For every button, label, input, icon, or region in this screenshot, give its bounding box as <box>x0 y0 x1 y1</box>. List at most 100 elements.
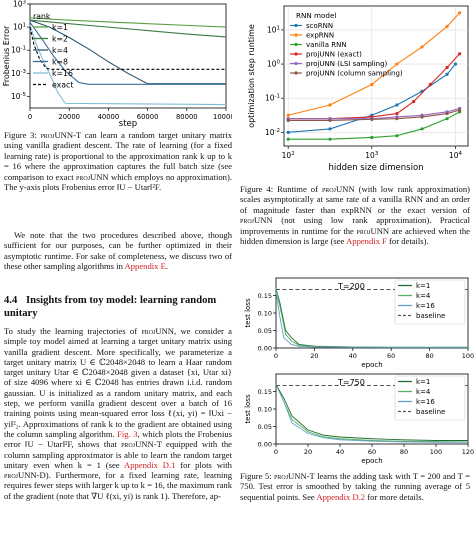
fig4-xtick-label: 103 <box>365 151 379 160</box>
fig5-ytick-label: 0.15 <box>258 388 272 396</box>
fig5-legend-label: k=4 <box>416 388 431 396</box>
fig5-legend-label: baseline <box>416 408 445 416</box>
fig4-series-vanilla RNN <box>288 111 460 140</box>
fig4-point <box>395 117 399 121</box>
para2-t2: , we consider a simple toy model aimed a… <box>4 326 232 439</box>
fig3-legend-label: k=2 <box>52 35 68 44</box>
fig4-point <box>370 117 374 121</box>
fig4-point <box>420 45 424 49</box>
paragraph-toy-model: To study the learning trajectories of pr… <box>4 326 232 501</box>
fig4-caption-text: (with low rank approximation) scales asy… <box>240 184 470 215</box>
fig5-ytick-label: 0.10 <box>258 310 272 318</box>
fig3-xtick-label: 0 <box>28 113 32 121</box>
figure-3-chart: 103 101 10-1 10-3 10-5 0 20000 40000 60000 80000… <box>2 0 232 128</box>
fig5-legend-box <box>394 375 466 421</box>
appendix-d2-link[interactable]: Appendix D.2 <box>316 491 366 502</box>
fig5-xlabel: epoch <box>361 457 382 465</box>
fig5-legend-label: k=4 <box>416 292 431 300</box>
fig4-point <box>328 103 332 107</box>
fig5-xtick-label: 60 <box>387 352 395 360</box>
fig4-legend-label: projUNN (column sampling) <box>306 70 403 78</box>
fig3-ytick-label: 101 <box>13 23 26 32</box>
fig4-ylabel: optimization step runtime <box>247 24 256 128</box>
appendix-e-link[interactable]: Appendix E <box>124 260 166 271</box>
para2-sc2: projUNN <box>121 439 154 450</box>
fig4-plot-area <box>283 5 469 147</box>
fig3-series-exact <box>29 26 226 70</box>
fig5-ytick-label: 0.05 <box>258 327 272 335</box>
fig4-point <box>420 115 424 119</box>
para2-t5: for plots with <box>175 459 232 470</box>
fig4-point <box>395 111 399 116</box>
fig4-point <box>445 24 449 29</box>
fig5-series-k=16 <box>275 291 468 348</box>
fig5-caption-sc: projUNN <box>274 471 307 481</box>
fig4-point <box>328 118 332 122</box>
para2-t4: -T equipped with the column sampling app… <box>4 439 232 470</box>
fig4-point <box>328 127 332 131</box>
paragraph-sampling: We note that the two procedures describe… <box>4 230 232 271</box>
fig5-xtick-label: 0 <box>274 448 278 456</box>
para2-t1: To study the learning trajectories of <box>4 326 142 336</box>
appendix-f-link[interactable]: Appendix F <box>346 236 387 247</box>
fig5-series-k=16 <box>275 384 468 443</box>
fig4-point <box>445 65 449 70</box>
para2-t3: , which plots the Frobenius error ‖U − U… <box>4 428 233 450</box>
fig3-xtick-label: 20000 <box>58 113 80 121</box>
section-heading: 4.4 Insights from toy model: learning ran… <box>4 295 232 320</box>
fig5-ytick-label: 0.00 <box>258 345 272 353</box>
para2-sc: projUNN <box>141 326 174 336</box>
fig4-caption-sc3: projUNN <box>356 225 390 236</box>
fig4-caption-text3: are achieved when the hidden dimension i… <box>240 225 470 247</box>
fig4-legend-label: projUNN (exact) <box>306 51 362 59</box>
fig4-point <box>286 137 290 141</box>
fig5-legend-label: k=16 <box>416 398 435 406</box>
fig4-point <box>286 113 290 117</box>
fig5-legend-label: baseline <box>416 312 445 320</box>
fig4-point <box>395 103 399 107</box>
fig3-ylabel: Frobenius Error <box>2 25 11 86</box>
fig4-xlabel: hidden size dimension <box>328 163 423 173</box>
fig4-point <box>395 134 399 138</box>
fig3-caption-sc2: projUNN <box>76 171 109 182</box>
fig3-legend-label: k=4 <box>52 46 68 55</box>
fig4-ytick-label: 10-2 <box>265 128 280 137</box>
appendix-d1-link[interactable]: Appendix D.1 <box>123 459 176 470</box>
figure-4-chart: 101 100 10-1 10-2 102 103 104 optimization st… <box>247 5 469 173</box>
fig3-xtick-label: 80000 <box>176 113 198 121</box>
fig3-xtick-label: 100000 <box>213 113 232 121</box>
fig4-point <box>395 62 399 66</box>
fig4-ytick-label: 10-1 <box>265 94 280 103</box>
para1-text2: . <box>165 260 168 271</box>
fig3-legend-label: exact <box>52 81 73 90</box>
fig4-point <box>420 127 424 131</box>
fig5-series-k=4 <box>275 384 469 443</box>
fig5-ytick-label: 0.05 <box>258 423 272 431</box>
section-title: Insights from toy model: learning random… <box>4 295 217 319</box>
figure-3-caption: Figure 3: projUNN-T can learn a random t… <box>4 130 232 192</box>
fig4-legend-title: RNN model <box>296 11 336 20</box>
fig4-legend-marker <box>294 61 298 66</box>
fig5-legend-label: k=1 <box>416 282 430 290</box>
fig4-legend-label: expRNN <box>306 32 334 40</box>
fig4-legend-label: vanilla RNN <box>306 41 347 49</box>
fig5-legend-box <box>394 279 466 325</box>
fig4-point <box>286 130 290 134</box>
fig4-caption-text4: for details). <box>386 236 429 247</box>
fig3-link[interactable]: Fig. 3 <box>117 428 138 439</box>
fig5-ytick-label: 0.15 <box>258 292 272 300</box>
fig5-xtick-label: 20 <box>304 448 312 456</box>
fig3-ytick-label: 10-5 <box>11 92 27 101</box>
fig5-xtick-label: 120 <box>462 448 474 456</box>
fig4-ytick-label: 100 <box>267 60 281 69</box>
fig5-series-k=1 <box>275 384 468 441</box>
fig5-xtick-label: 40 <box>349 352 357 360</box>
fig4-legend-marker <box>294 42 298 47</box>
fig4-point <box>370 82 374 87</box>
fig4-caption-sc: projUNN <box>321 184 355 194</box>
fig4-legend-marker <box>294 52 298 56</box>
fig4-point <box>453 62 458 66</box>
fig3-caption-text: -T can learn a random target unitary mat… <box>4 130 233 182</box>
figure-5-caption: Figure 5: projUNN-T learns the adding ta… <box>240 471 470 502</box>
fig5-xtick-label: 80 <box>425 352 433 360</box>
